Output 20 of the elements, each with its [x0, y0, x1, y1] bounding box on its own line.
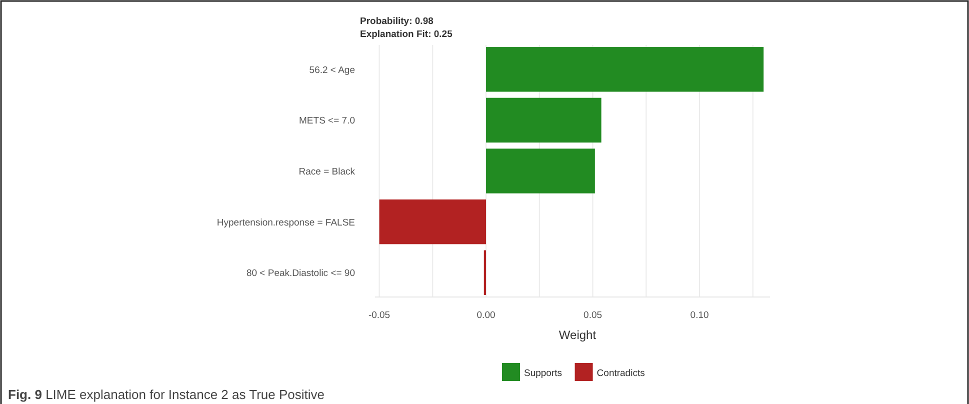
x-tick-label: 0.10 — [690, 310, 709, 321]
x-axis-title: Weight — [558, 328, 597, 342]
x-tick-label: 0.00 — [476, 310, 496, 321]
bar — [379, 199, 486, 244]
legend-label: Contradicts — [596, 368, 646, 379]
y-tick-label: 80 < Peak.Diastolic <= 90 — [246, 268, 355, 280]
chart-subtitle: Explanation Fit: 0.25 — [360, 29, 454, 40]
caption: Fig. 9 LIME explanation for Instance 2 as True Positive — [8, 387, 324, 402]
chart-title: Probability: 0.98 — [360, 16, 434, 27]
y-tick-label: METS <= 7.0 — [299, 116, 355, 127]
bar — [484, 250, 486, 295]
bar — [486, 98, 602, 143]
y-tick-label: Hypertension.response = FALSE — [216, 217, 355, 228]
x-tick-label: -0.05 — [368, 310, 390, 321]
y-tick-label: 56.2 < Age — [309, 64, 355, 76]
bar — [486, 148, 595, 194]
legend-label: Supports — [524, 368, 562, 379]
y-tick-label: Race = Black — [298, 166, 356, 178]
x-tick-label: 0.05 — [584, 310, 602, 321]
bar — [486, 47, 764, 92]
